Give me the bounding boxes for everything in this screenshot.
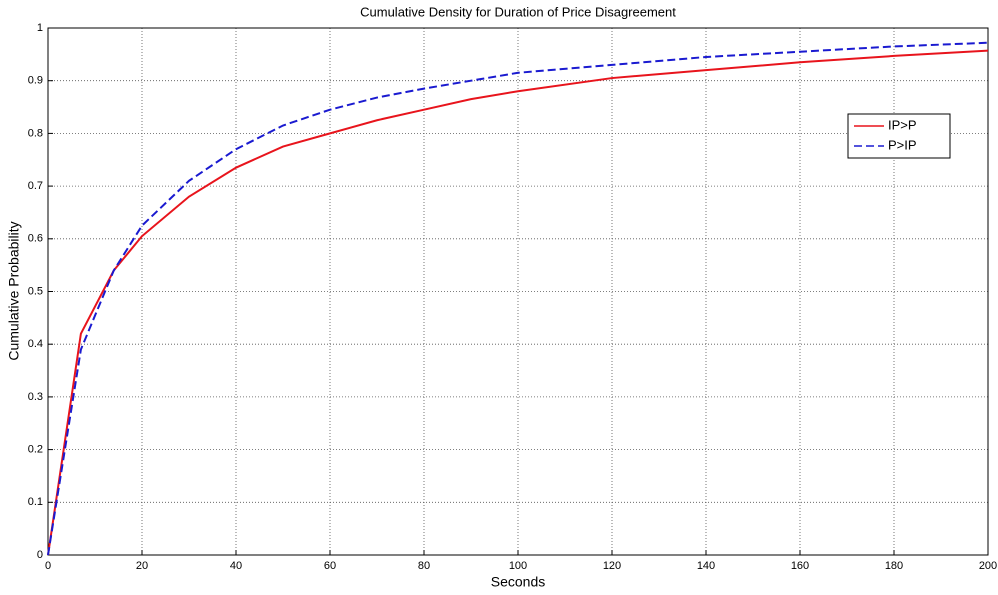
chart-title: Cumulative Density for Duration of Price… <box>360 4 676 19</box>
y-tick-label: 0.6 <box>28 233 43 245</box>
x-tick-label: 100 <box>509 560 527 572</box>
x-tick-label: 20 <box>136 560 148 572</box>
y-tick-label: 0 <box>37 549 43 561</box>
y-tick-label: 0.9 <box>28 75 43 87</box>
y-axis-label: Cumulative Probability <box>6 221 22 360</box>
legend-label: IP>P <box>888 117 917 132</box>
x-tick-label: 60 <box>324 560 336 572</box>
x-tick-label: 120 <box>603 560 621 572</box>
x-tick-label: 180 <box>885 560 903 572</box>
legend-box <box>847 113 951 159</box>
y-tick-label: 0.2 <box>28 444 43 456</box>
plot-frame <box>47 27 989 556</box>
x-tick-label: 160 <box>791 560 809 572</box>
x-tick-label: 140 <box>697 560 715 572</box>
x-tick-label: 0 <box>45 560 51 572</box>
x-tick-label: 80 <box>418 560 430 572</box>
x-tick-label: 40 <box>230 560 242 572</box>
y-tick-label: 0.1 <box>28 496 43 508</box>
x-axis-label: Seconds <box>491 574 545 590</box>
y-tick-label: 1 <box>37 22 43 34</box>
x-tick-label: 200 <box>979 560 997 572</box>
y-tick-label: 0.4 <box>28 338 43 350</box>
series-line <box>47 41 989 556</box>
y-tick-label: 0.7 <box>28 180 43 192</box>
legend-label: P>IP <box>888 137 917 152</box>
y-tick-label: 0.8 <box>28 127 43 139</box>
series-line <box>47 49 989 556</box>
y-tick-label: 0.3 <box>28 391 43 403</box>
y-tick-label: 0.5 <box>28 285 43 297</box>
